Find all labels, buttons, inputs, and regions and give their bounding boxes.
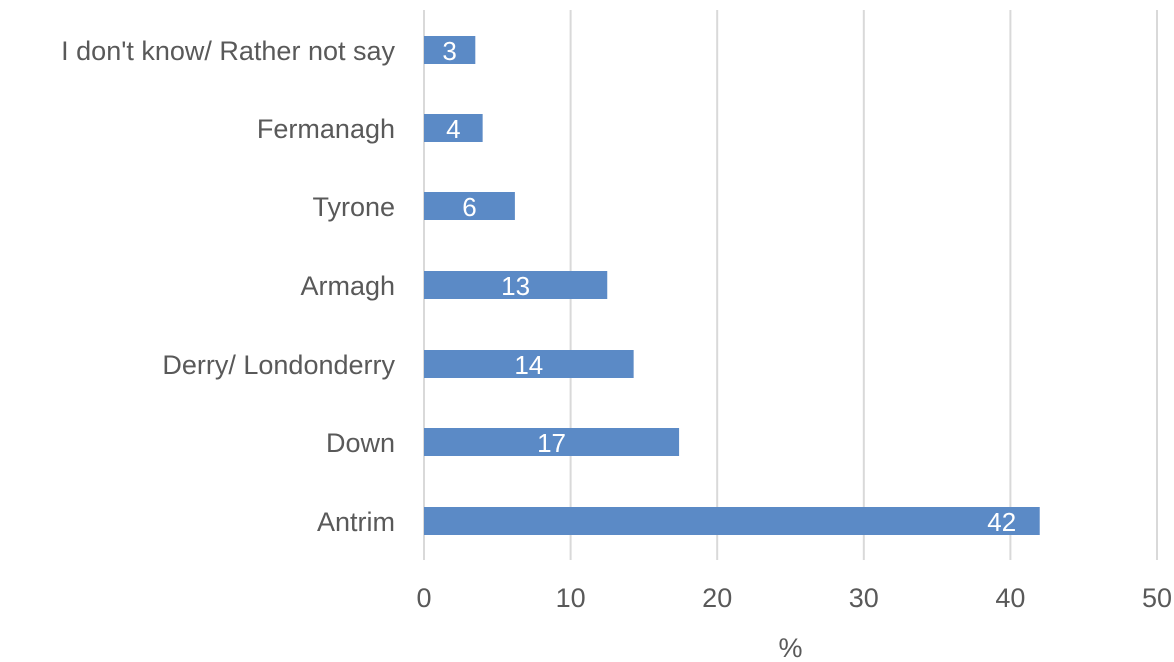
bar (424, 507, 1040, 535)
x-tick-label: 30 (849, 583, 879, 613)
bar (424, 350, 634, 378)
category-labels: I don't know/ Rather not say Fermanagh Tyr… (61, 36, 395, 537)
category-label: Tyrone (312, 192, 395, 222)
bar (424, 271, 608, 299)
x-tick-labels: 0 10 20 30 40 50 (416, 583, 1172, 613)
x-tick-label: 50 (1142, 583, 1172, 613)
bar-data-label: 4 (446, 114, 460, 144)
category-label: Down (326, 428, 395, 458)
category-label: Armagh (300, 271, 395, 301)
x-tick-label: 40 (995, 583, 1025, 613)
bar (424, 192, 515, 220)
bar-data-label: 13 (501, 271, 530, 301)
bar-data-label: 14 (514, 350, 543, 380)
bar-data-label: 3 (442, 36, 456, 66)
x-axis-title: % (778, 633, 802, 662)
category-label: Antrim (317, 507, 395, 537)
bar-data-label: 17 (537, 428, 566, 458)
bar (424, 36, 476, 64)
bar (424, 114, 483, 142)
bar-data-label: 6 (462, 192, 476, 222)
bar-data-label: 42 (987, 507, 1016, 537)
category-label: I don't know/ Rather not say (61, 36, 395, 66)
x-tick-label: 10 (556, 583, 586, 613)
category-label: Fermanagh (257, 114, 395, 144)
x-tick-label: 0 (416, 583, 431, 613)
category-label: Derry/ Londonderry (162, 350, 395, 380)
x-tick-label: 20 (702, 583, 732, 613)
bars: 3 4 6 13 14 17 42 (424, 36, 1040, 537)
bar (424, 428, 680, 456)
gridlines (423, 10, 1158, 560)
